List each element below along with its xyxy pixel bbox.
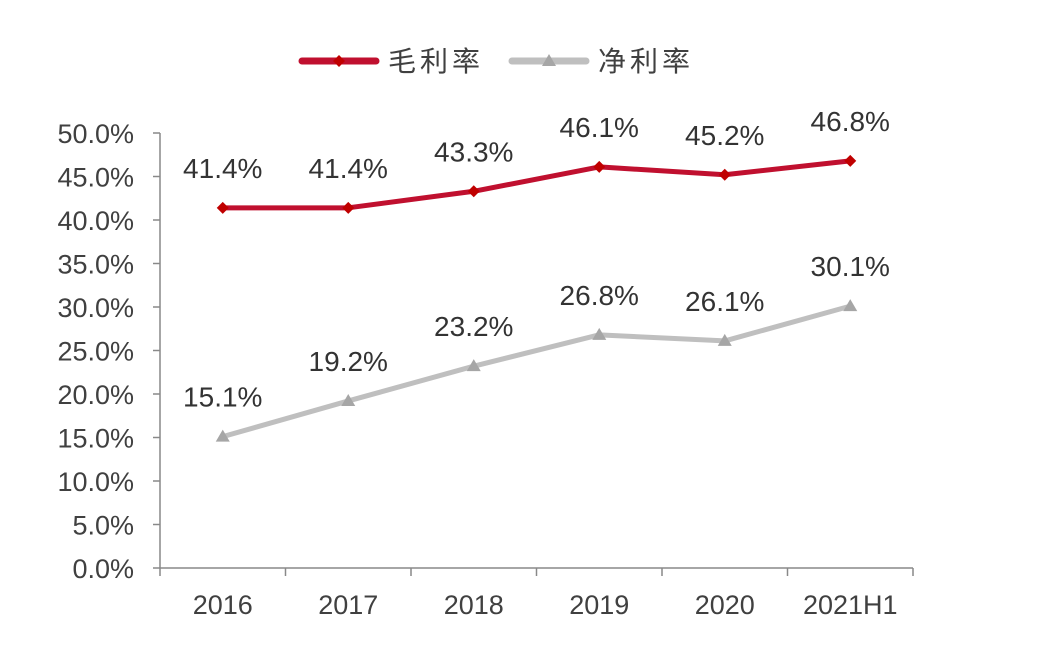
data-label: 46.1% — [560, 112, 639, 143]
data-point-1-4 — [717, 333, 732, 346]
x-tick-label: 2016 — [193, 590, 253, 620]
data-point-0-1 — [342, 201, 355, 214]
data-label: 19.2% — [309, 346, 388, 377]
y-tick-label: 0.0% — [72, 554, 134, 584]
data-label: 45.2% — [685, 120, 764, 151]
data-label: 15.1% — [183, 382, 262, 413]
x-tick-label: 2018 — [444, 590, 504, 620]
y-tick-label: 5.0% — [72, 511, 134, 541]
data-label: 23.2% — [434, 311, 513, 342]
x-tick-label: 2020 — [695, 590, 755, 620]
data-point-1-3 — [592, 327, 607, 340]
data-point-0-3 — [593, 160, 606, 173]
data-point-0-4 — [718, 168, 731, 181]
y-tick-label: 15.0% — [57, 424, 134, 454]
data-label: 46.8% — [811, 106, 890, 137]
data-label: 26.8% — [560, 280, 639, 311]
data-label: 43.3% — [434, 136, 513, 167]
data-point-1-1 — [341, 393, 356, 406]
series-line-0 — [222, 158, 851, 211]
data-label: 41.4% — [309, 153, 388, 184]
data-point-1-2 — [466, 359, 481, 372]
data-point-0-0 — [216, 201, 229, 214]
data-label: 26.1% — [685, 286, 764, 317]
data-point-1-0 — [215, 429, 230, 442]
legend-marker-0 — [333, 55, 345, 67]
y-tick-label: 10.0% — [57, 467, 134, 497]
data-point-1-5 — [843, 299, 858, 312]
y-tick-label: 30.0% — [57, 293, 134, 323]
series-line-1 — [222, 303, 851, 440]
x-tick-label: 2021H1 — [803, 590, 898, 620]
y-tick-label: 25.0% — [57, 337, 134, 367]
x-tick-label: 2017 — [318, 590, 378, 620]
x-tick-label: 2019 — [569, 590, 629, 620]
data-point-0-2 — [467, 185, 480, 198]
legend-label-0: 毛利率 — [388, 45, 484, 78]
legend-label-1: 净利率 — [598, 45, 694, 78]
data-point-0-5 — [844, 154, 857, 167]
data-label: 30.1% — [811, 251, 890, 282]
data-label: 41.4% — [183, 153, 262, 184]
y-tick-label: 45.0% — [57, 163, 134, 193]
legend-marker-1 — [542, 54, 556, 66]
y-tick-label: 20.0% — [57, 380, 134, 410]
y-tick-label: 40.0% — [57, 206, 134, 236]
y-tick-label: 35.0% — [57, 250, 134, 280]
y-tick-label: 50.0% — [57, 119, 134, 149]
